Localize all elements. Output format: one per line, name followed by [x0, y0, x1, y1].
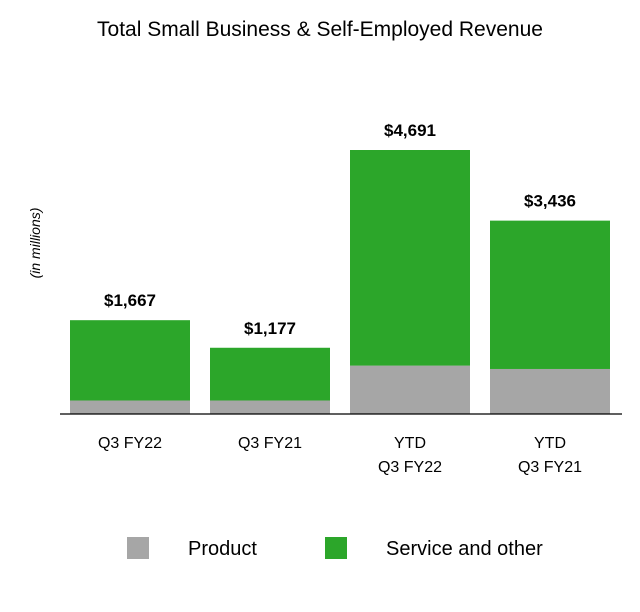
bar-service-1	[210, 347, 330, 401]
tick-label-2-1: Q3 FY22	[378, 459, 442, 476]
legend: Product Service and other	[127, 537, 543, 560]
tick-label-0-0: Q3 FY22	[98, 435, 162, 452]
value-label-2: $4,691	[384, 121, 436, 140]
bar-product-3	[490, 368, 610, 414]
chart-title: Total Small Business & Self-Employed Rev…	[97, 18, 543, 41]
tick-label-1-0: Q3 FY21	[238, 435, 302, 452]
tick-label-3-0: YTD	[534, 435, 566, 452]
value-label-3: $3,436	[524, 192, 576, 211]
legend-swatch-1	[325, 537, 347, 559]
bar-service-0	[70, 320, 190, 401]
tick-label-2-0: YTD	[394, 435, 426, 452]
bar-product-1	[210, 400, 330, 414]
labels-group: $1,667 Q3 FY22 $1,177 Q3 FY21 $4,691 YTD Q3 FY…	[98, 121, 582, 476]
y-axis-label: (in millions)	[27, 208, 43, 279]
tick-label-3-1: Q3 FY21	[518, 459, 582, 476]
legend-swatch-0	[127, 537, 149, 559]
legend-label-0: Product	[188, 538, 257, 560]
legend-label-1: Service and other	[386, 538, 543, 560]
bar-product-2	[350, 365, 470, 414]
bar-service-3	[490, 220, 610, 369]
value-label-0: $1,667	[104, 291, 156, 310]
bars-group	[70, 150, 610, 414]
bar-service-2	[350, 150, 470, 366]
bar-product-0	[70, 400, 190, 414]
value-label-1: $1,177	[244, 319, 296, 338]
